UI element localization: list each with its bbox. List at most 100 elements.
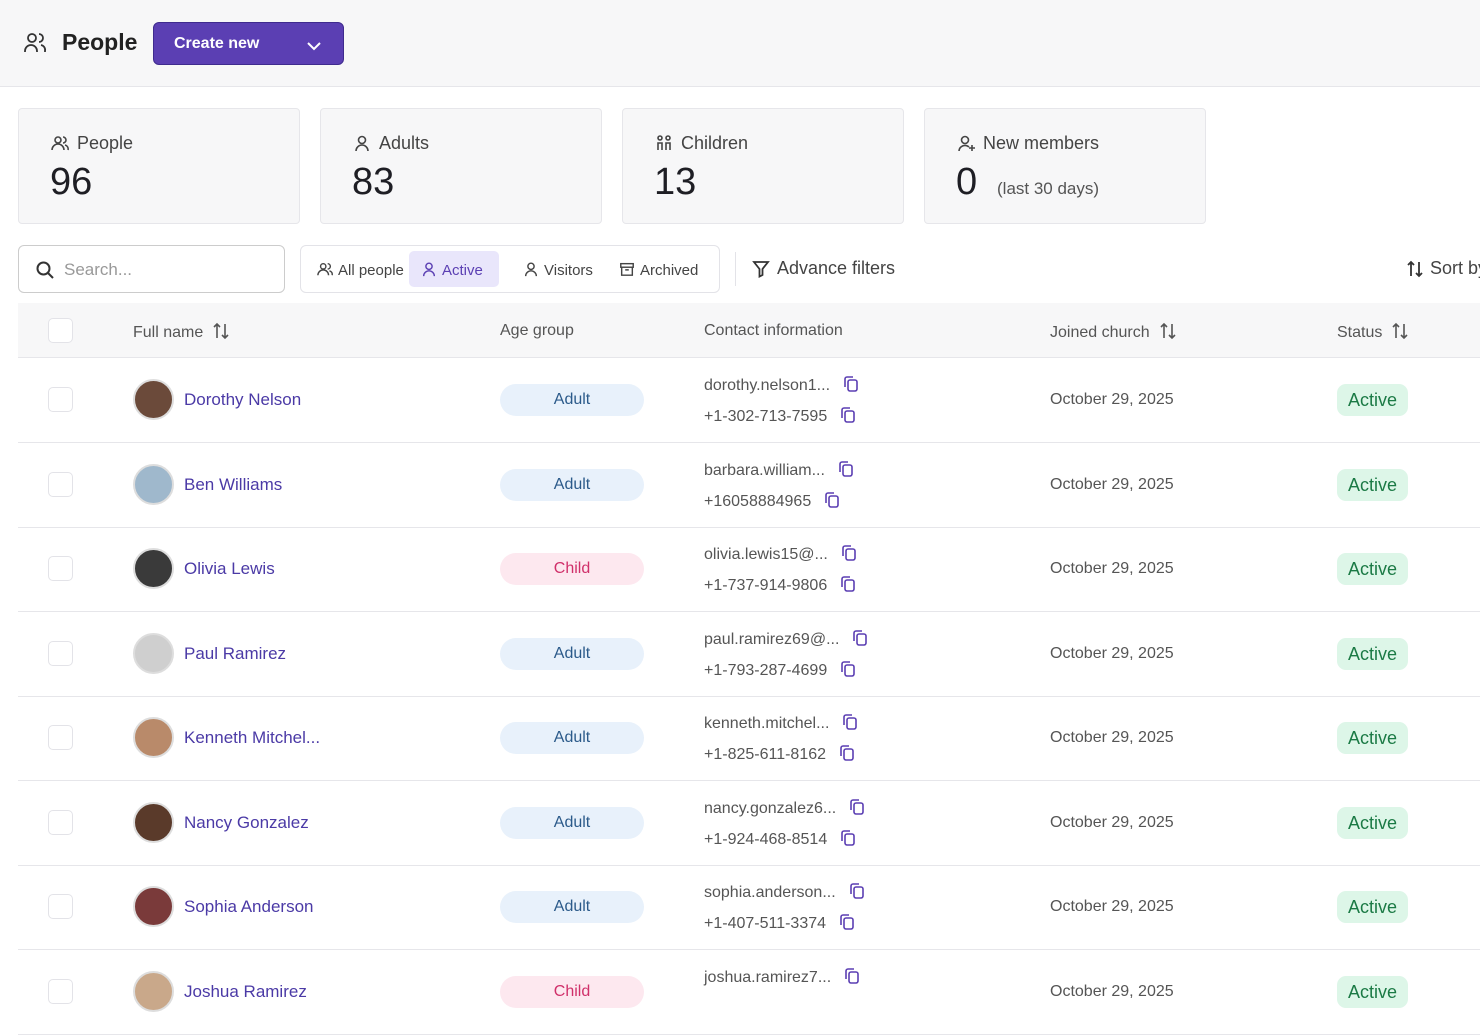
copy-icon bbox=[838, 744, 856, 762]
stat-label: New members bbox=[983, 133, 1099, 154]
joined-date: October 29, 2025 bbox=[1050, 560, 1174, 578]
row-checkbox[interactable] bbox=[48, 472, 73, 497]
status-badge: Active bbox=[1337, 976, 1408, 1008]
row-checkbox[interactable] bbox=[48, 725, 73, 750]
filter-tab[interactable]: Active bbox=[409, 251, 499, 287]
copy-icon bbox=[839, 660, 857, 678]
copy-icon bbox=[848, 882, 866, 900]
select-all-checkbox[interactable] bbox=[48, 318, 73, 343]
avatar bbox=[133, 717, 174, 758]
avatar bbox=[133, 633, 174, 674]
person-name[interactable]: Joshua Ramirez bbox=[184, 982, 307, 1002]
avatar bbox=[133, 464, 174, 505]
status-badge: Active bbox=[1337, 722, 1408, 754]
row-checkbox[interactable] bbox=[48, 979, 73, 1004]
column-label: Age group bbox=[500, 322, 574, 339]
email: nancy.gonzalez6... bbox=[704, 798, 866, 818]
avatar bbox=[133, 971, 174, 1012]
age-group-badge: Child bbox=[500, 976, 644, 1008]
copy-icon bbox=[839, 575, 857, 593]
person-name[interactable]: Kenneth Mitchel... bbox=[184, 728, 320, 748]
body: People Create new People 96 Adults83 Childr… bbox=[0, 0, 1480, 987]
create-label: Create new bbox=[174, 35, 259, 52]
column-header[interactable]: Joined church bbox=[1050, 322, 1177, 342]
table-row: Paul RamirezAdultpaul.ramirez69@...+1-79… bbox=[18, 612, 1480, 697]
sort-button[interactable]: Sort by bbox=[1406, 258, 1480, 279]
person-name[interactable]: Olivia Lewis bbox=[184, 559, 275, 579]
row-checkbox[interactable] bbox=[48, 387, 73, 412]
person-name[interactable]: Sophia Anderson bbox=[184, 897, 314, 917]
column-label: Full name bbox=[133, 324, 203, 341]
column-header: Contact information bbox=[704, 322, 843, 340]
email: olivia.lewis15@... bbox=[704, 544, 858, 564]
person-name[interactable]: Paul Ramirez bbox=[184, 644, 286, 664]
age-group-badge: Child bbox=[500, 553, 644, 585]
header: People Create new bbox=[0, 0, 1480, 87]
copy-icon bbox=[823, 491, 841, 509]
email: joshua.ramirez7... bbox=[704, 967, 861, 987]
row-checkbox[interactable] bbox=[48, 641, 73, 666]
filter-icon bbox=[752, 260, 770, 278]
phone-text: +1-302-713-7595 bbox=[704, 408, 827, 425]
email-text: kenneth.mitchel... bbox=[704, 715, 829, 732]
sort-icon bbox=[1159, 322, 1177, 340]
table-row: Joshua RamirezChildjoshua.ramirez7...Oct… bbox=[18, 950, 1480, 1035]
email-text: dorothy.nelson1... bbox=[704, 377, 830, 394]
chevron bbox=[305, 37, 323, 55]
people-icon bbox=[23, 31, 47, 55]
age-group-badge: Adult bbox=[500, 807, 644, 839]
page: People {"header":{"title":"People","crea… bbox=[0, 0, 1480, 987]
joined-date: October 29, 2025 bbox=[1050, 729, 1174, 747]
person-name[interactable]: Dorothy Nelson bbox=[184, 390, 301, 410]
tab-label: All people bbox=[338, 262, 404, 279]
sort-label: Sort by bbox=[1430, 258, 1480, 278]
filter-tab[interactable]: Visitors bbox=[523, 251, 607, 287]
person-name[interactable]: Nancy Gonzalez bbox=[184, 813, 309, 833]
phone: +1-407-511-3374 bbox=[704, 913, 856, 933]
search-placeholder: Search... bbox=[64, 260, 132, 279]
filter-tab[interactable]: All people bbox=[317, 251, 417, 287]
phone: +1-302-713-7595 bbox=[704, 406, 857, 426]
phone-text: +1-924-468-8514 bbox=[704, 831, 827, 848]
filter-tab[interactable]: Archived bbox=[619, 251, 711, 287]
sort-icon bbox=[212, 322, 230, 340]
create-button[interactable]: Create new bbox=[153, 22, 344, 65]
age-group-badge: Adult bbox=[500, 722, 644, 754]
person-name[interactable]: Ben Williams bbox=[184, 475, 282, 495]
email-text: nancy.gonzalez6... bbox=[704, 800, 836, 817]
column-label: Contact information bbox=[704, 322, 843, 339]
avatar bbox=[133, 886, 174, 927]
row-checkbox[interactable] bbox=[48, 556, 73, 581]
copy-icon bbox=[848, 798, 866, 816]
table-header: Full name Age group Contact information Joi… bbox=[18, 303, 1480, 358]
search-box[interactable]: Search... bbox=[18, 245, 285, 293]
sort-icon bbox=[1391, 322, 1409, 340]
phone-text: +1-825-611-8162 bbox=[704, 746, 826, 763]
stat-label: Children bbox=[681, 133, 748, 154]
column-header[interactable]: Status bbox=[1337, 322, 1409, 342]
phone: +1-825-611-8162 bbox=[704, 744, 856, 764]
row-checkbox[interactable] bbox=[48, 810, 73, 835]
column-header: Age group bbox=[500, 322, 574, 340]
phone-text: +1-407-511-3374 bbox=[704, 915, 826, 932]
stat-value: 13 bbox=[654, 161, 696, 204]
column-header[interactable]: Full name bbox=[133, 322, 230, 342]
status-badge: Active bbox=[1337, 807, 1408, 839]
table-row: Olivia LewisChildolivia.lewis15@...+1-73… bbox=[18, 527, 1480, 612]
stat-value: 0 bbox=[956, 161, 977, 204]
stat-card: Adults83 bbox=[320, 108, 602, 224]
table-row: Ben WilliamsAdultbarbara.william...+1605… bbox=[18, 443, 1480, 528]
age-group-badge: Adult bbox=[500, 469, 644, 501]
phone: +1-924-468-8514 bbox=[704, 829, 857, 849]
row-checkbox[interactable] bbox=[48, 894, 73, 919]
copy-icon bbox=[851, 629, 869, 647]
tab-icon bbox=[421, 261, 437, 277]
stat-value: 96 bbox=[50, 161, 92, 204]
advance-filters[interactable]: Advance filters bbox=[752, 258, 895, 279]
tab-icon bbox=[619, 261, 635, 277]
copy-icon bbox=[840, 544, 858, 562]
stat-label: People bbox=[77, 133, 133, 154]
stat-label: Adults bbox=[379, 133, 429, 154]
phone: +1-793-287-4699 bbox=[704, 660, 857, 680]
email: dorothy.nelson1... bbox=[704, 375, 860, 395]
